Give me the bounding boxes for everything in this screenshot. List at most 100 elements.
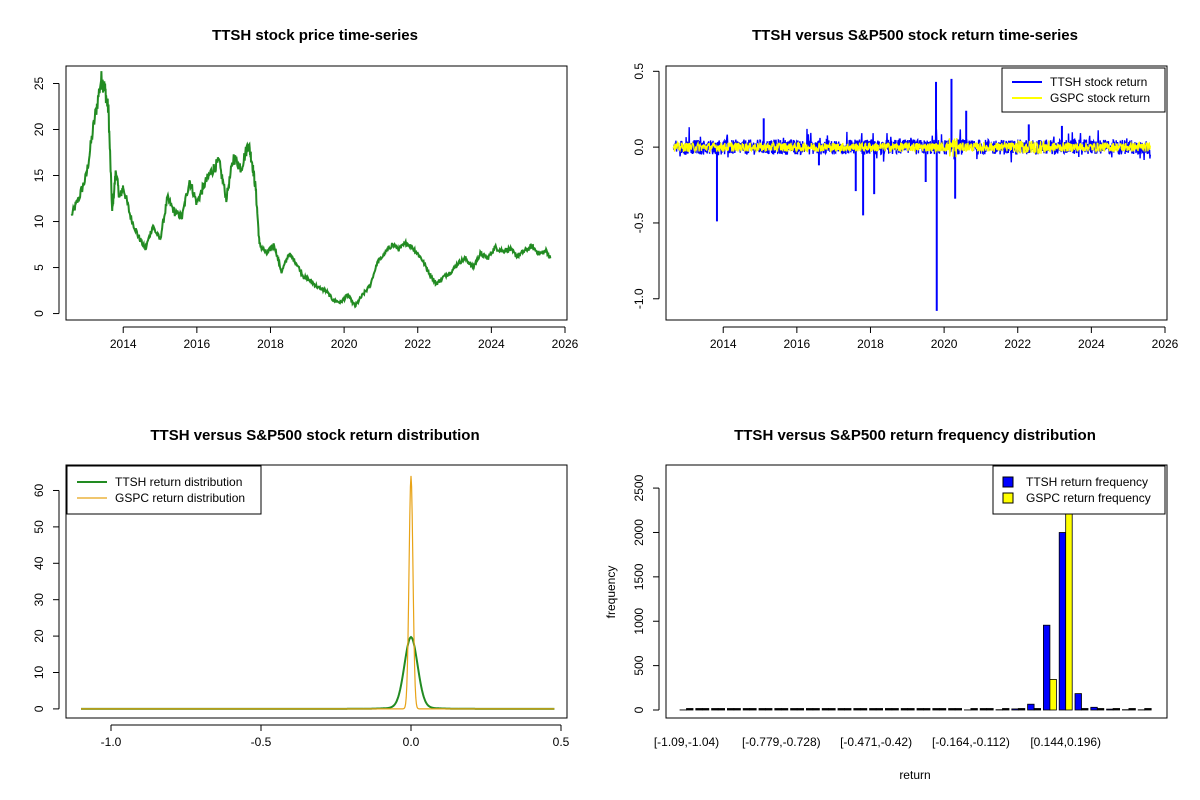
gspc-frequency-bar — [1096, 708, 1105, 711]
return-ts-legend-label: GSPC stock return — [1050, 91, 1150, 105]
price-y-tick-label: 5 — [32, 264, 46, 271]
price-x-tick-label: 2022 — [404, 337, 431, 351]
ttsh-frequency-bar — [695, 708, 703, 711]
gspc-frequency-bar — [859, 708, 868, 711]
gspc-frequency-bar — [891, 708, 899, 711]
ttsh-frequency-bar — [1027, 703, 1035, 711]
ttsh-frequency-bar — [1043, 624, 1051, 711]
distribution-legend-box — [66, 465, 262, 515]
distribution-y-tick-label: 50 — [32, 520, 46, 534]
frequency-x-axis-label: return — [899, 768, 930, 782]
frequency-y-tick-label: 1000 — [632, 608, 646, 635]
price-chart-title: TTSH stock price time-series — [212, 27, 418, 44]
return-ts-y-tick-label: -0.5 — [632, 212, 646, 233]
ttsh-frequency-bar — [758, 708, 766, 711]
frequency-y-tick-label: 1500 — [632, 563, 646, 590]
price-x-tick-label: 2024 — [478, 337, 505, 351]
ttsh-frequency-bar — [821, 708, 830, 711]
gspc-frequency-bar — [733, 708, 741, 711]
return-ts-x-tick-label: 2014 — [710, 337, 737, 351]
ttsh-frequency-bar — [979, 708, 988, 711]
frequency-panel: TTSH versus S&P500 return frequency dist… — [604, 427, 1168, 782]
gspc-frequency-bar — [970, 708, 978, 711]
distribution-y-tick-label: 0 — [32, 705, 46, 712]
return-ts-y-tick-label: -1.0 — [632, 288, 646, 309]
ttsh-frequency-bar — [885, 708, 893, 711]
return-distribution-panel: TTSH versus S&P500 stock return distribu… — [32, 427, 570, 749]
price-x-tick-label: 2020 — [331, 337, 358, 351]
frequency-category-label: [-0.471,-0.42) — [840, 735, 912, 749]
gspc-frequency-bar — [1112, 708, 1120, 711]
ttsh-frequency-bar — [916, 708, 924, 711]
distribution-y-tick-label: 60 — [32, 483, 46, 497]
return-ts-x-tick-label: 2026 — [1152, 337, 1179, 351]
frequency-category-label: [0.144,0.196) — [1030, 735, 1101, 749]
frequency-category-label: [-0.164,-0.112) — [932, 735, 1010, 749]
ttsh-frequency-bar — [711, 708, 719, 711]
price-y-tick-label: 25 — [32, 76, 46, 90]
gspc-frequency-bar — [1033, 708, 1041, 711]
gspc-frequency-bar — [875, 708, 883, 711]
return-ts-x-tick-label: 2016 — [784, 337, 811, 351]
ttsh-frequency-bar — [727, 708, 735, 711]
ttsh-frequency-bar — [869, 708, 877, 711]
price-y-tick-label: 10 — [32, 215, 46, 229]
return-ts-x-tick-label: 2024 — [1078, 337, 1105, 351]
gspc-return-line — [672, 137, 1151, 158]
gspc-frequency-bar — [1081, 708, 1089, 711]
price-x-tick-label: 2026 — [552, 337, 579, 351]
price-panel: TTSH stock price time-series 2014 2016 20 1… — [32, 27, 579, 351]
gspc-frequency-bar — [796, 708, 804, 711]
price-series-line — [70, 71, 552, 309]
price-x-tick-label: 2016 — [184, 337, 211, 351]
distribution-legend-label: GSPC return distribution — [115, 491, 245, 505]
frequency-y-tick-label: 0 — [632, 706, 646, 713]
gspc-frequency-bar — [812, 708, 820, 711]
return-ts-x-tick-label: 2020 — [931, 337, 958, 351]
distribution-x-tick-label: -1.0 — [101, 735, 122, 749]
price-y-tick-label: 0 — [32, 310, 46, 317]
ttsh-frequency-bar — [948, 708, 956, 711]
frequency-category-label: [-1.09,-1.04) — [654, 735, 719, 749]
gspc-frequency-bar — [749, 708, 757, 711]
ttsh-frequency-bar — [837, 708, 845, 711]
frequency-legend-swatch — [1002, 492, 1014, 504]
distribution-y-tick-label: 10 — [32, 666, 46, 680]
ttsh-frequency-bar — [774, 708, 782, 711]
return-ts-y-tick-label: 0.5 — [632, 63, 646, 80]
gspc-frequency-bar — [1128, 708, 1136, 711]
return-ts-x-tick-label: 2022 — [1004, 337, 1031, 351]
ttsh-frequency-bar — [1106, 708, 1114, 711]
frequency-y-axis-label: frequency — [604, 566, 618, 619]
gspc-frequency-bar — [1144, 708, 1152, 711]
frequency-legend-label: TTSH return frequency — [1026, 475, 1148, 489]
return-ts-legend-label: TTSH stock return — [1050, 75, 1147, 89]
price-x-tick-label: 2014 — [110, 337, 137, 351]
gspc-frequency-bar — [686, 708, 694, 711]
return-ts-y-tick-label: 0.0 — [632, 138, 646, 155]
gspc-frequency-bar — [923, 708, 931, 711]
gspc-frequency-bar — [954, 708, 962, 711]
gspc-frequency-bar — [828, 708, 836, 711]
return-ts-x-tick-label: 2018 — [857, 337, 884, 351]
frequency-y-tick-label: 2000 — [632, 519, 646, 546]
ttsh-frequency-bar — [1058, 532, 1067, 711]
frequency-y-tick-label: 2500 — [632, 474, 646, 501]
distribution-legend-label: TTSH return distribution — [115, 475, 242, 489]
distribution-y-tick-label: 40 — [32, 556, 46, 570]
return-distribution-title: TTSH versus S&P500 stock return distribu… — [150, 427, 479, 444]
price-y-tick-label: 20 — [32, 123, 46, 137]
price-y-tick-label: 15 — [32, 169, 46, 183]
ttsh-frequency-bar — [742, 708, 751, 711]
ttsh-frequency-bar — [1074, 693, 1082, 711]
price-plot-frame — [65, 65, 568, 321]
distribution-y-tick-label: 30 — [32, 593, 46, 607]
frequency-plot-frame — [665, 464, 1168, 719]
gspc-frequency-bar — [986, 708, 994, 711]
ttsh-frequency-bar — [932, 708, 940, 711]
frequency-legend-box — [992, 465, 1166, 515]
gspc-frequency-bar — [765, 708, 773, 711]
gspc-frequency-bar — [780, 708, 789, 711]
distribution-y-tick-label: 20 — [32, 629, 46, 643]
